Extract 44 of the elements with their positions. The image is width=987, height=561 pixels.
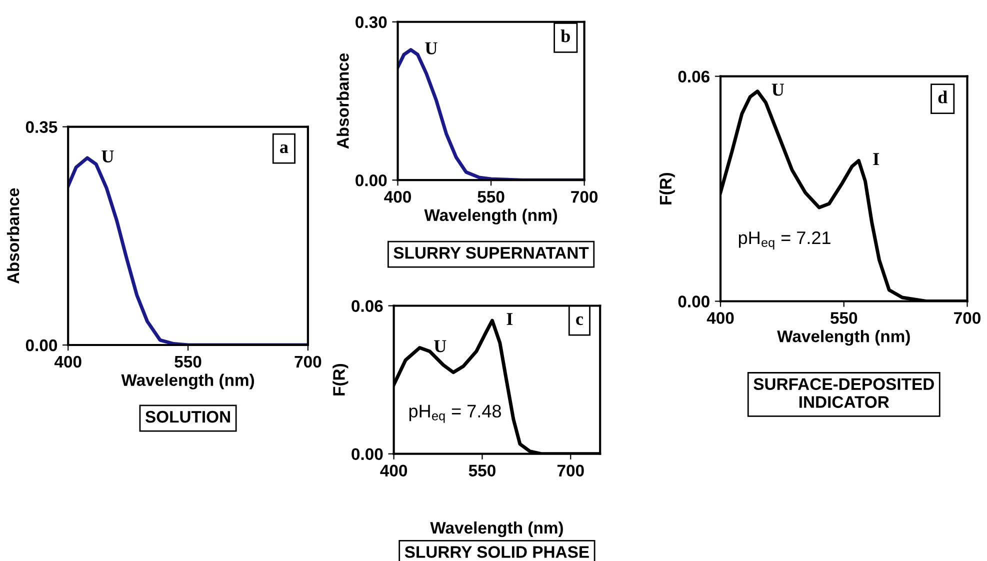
y-tick-label: 0.00 — [352, 448, 383, 460]
y-tick-label: 0.06 — [678, 70, 710, 82]
x-tick-label: 400 — [706, 312, 734, 324]
annotation: b — [560, 30, 570, 42]
x-tick-label: 400 — [54, 356, 82, 368]
x-axis-title: Wavelength (nm) — [121, 374, 254, 390]
annotation: U — [772, 84, 784, 96]
annotation: U — [425, 42, 438, 54]
annotation: I — [873, 153, 879, 165]
y-tick-label: 0.06 — [352, 300, 383, 312]
x-axis-title: Wavelength (nm) — [777, 330, 910, 346]
annotation: pH$_{eq}$ = 7.48 — [409, 404, 501, 423]
x-tick-label: 700 — [294, 356, 322, 368]
annotation: c — [576, 316, 584, 326]
text: SLURRY SOLID PHASE — [404, 546, 589, 558]
annotation: I — [506, 313, 513, 325]
y-tick-label: 0.00 — [678, 296, 710, 308]
x-tick-label: 700 — [571, 190, 598, 203]
x-tick-label: 550 — [478, 190, 504, 203]
x-tick-label: 400 — [384, 190, 411, 203]
annotation: pH$_{eq}$ = 7.21 — [738, 231, 830, 250]
x-tick-label: 400 — [380, 464, 408, 477]
y-tick-label: 0.00 — [356, 174, 387, 186]
annotation: d — [938, 90, 948, 104]
text: SLURRY SUPERNATANT — [394, 246, 589, 259]
x-tick-label: 700 — [954, 312, 980, 324]
x-axis-title: Wavelength (nm) — [430, 521, 563, 538]
x-tick-label: 550 — [468, 464, 496, 477]
y-tick-label: 0.00 — [26, 339, 58, 352]
y-tick-label: 0.35 — [26, 121, 58, 134]
y-tick-label: 0.30 — [356, 16, 387, 28]
x-tick-label: 550 — [830, 312, 858, 324]
y-axis-title: F(R) — [332, 364, 348, 396]
annotation: a — [280, 144, 288, 154]
x-axis-title: Wavelength (nm) — [424, 208, 558, 224]
y-axis-title: Absorbance — [336, 53, 349, 149]
text: SURFACE-DEPOSITED INDICATOR — [754, 378, 934, 408]
annotation: U — [102, 150, 114, 162]
y-axis-title: F(R) — [659, 172, 675, 204]
text: SOLUTION — [145, 410, 230, 423]
x-tick-label: 700 — [557, 464, 584, 477]
x-tick-label: 550 — [174, 356, 202, 368]
annotation: U — [434, 340, 446, 352]
y-axis-title: Absorbance — [6, 188, 20, 284]
